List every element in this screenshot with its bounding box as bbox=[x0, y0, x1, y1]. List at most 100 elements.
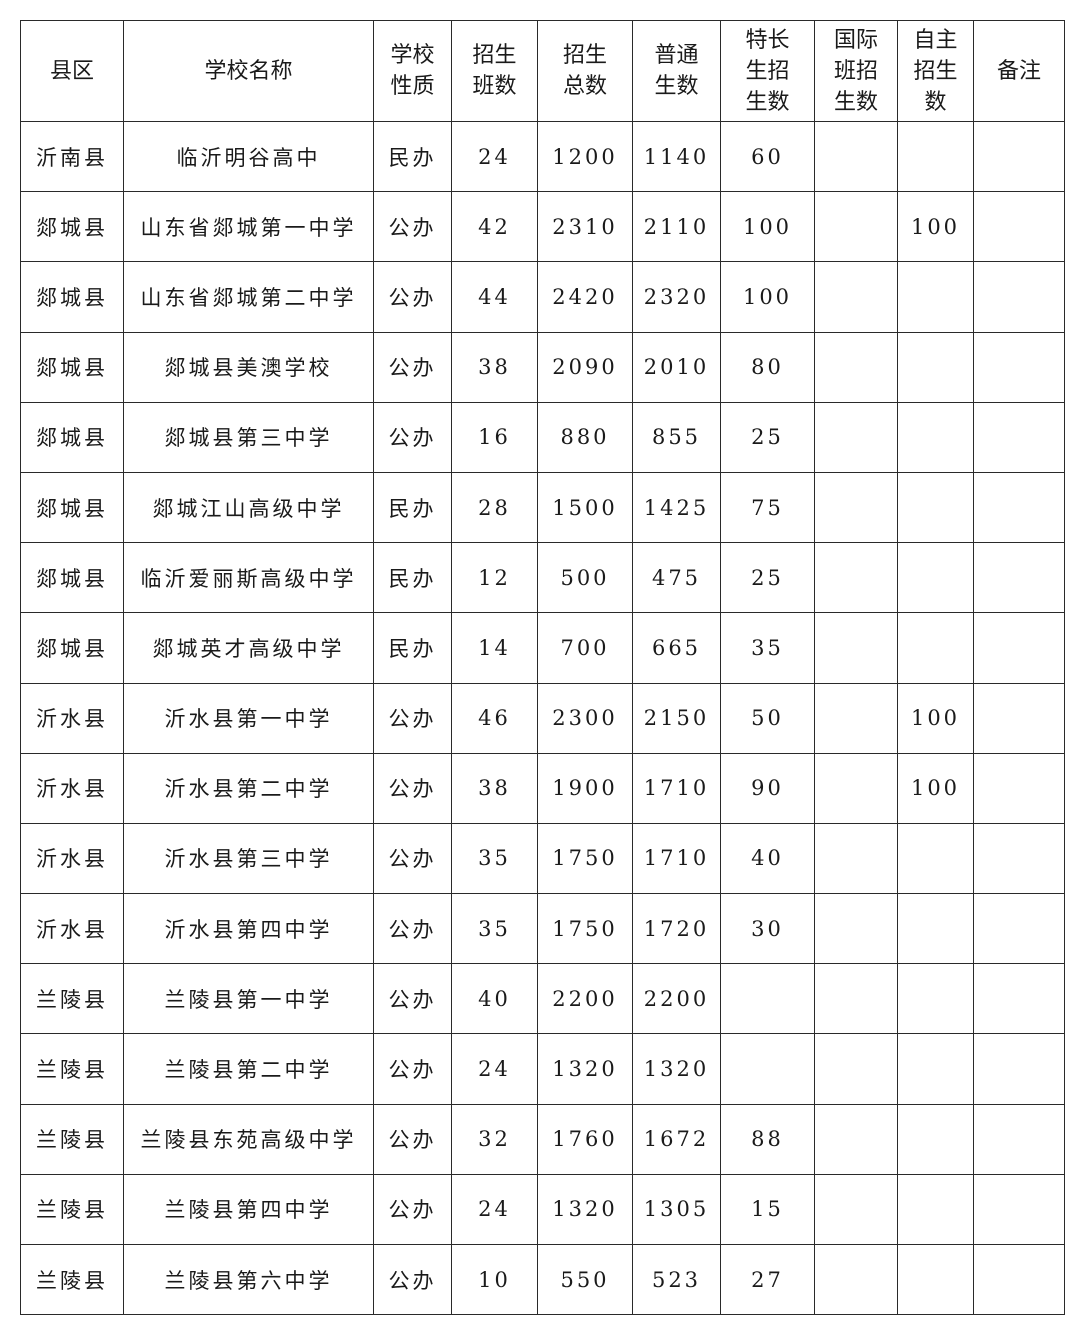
header-independent-enrollment: 自主 招生 数 bbox=[897, 20, 974, 122]
cell-regular-students: 855 bbox=[632, 401, 721, 473]
cell-school-type: 民办 bbox=[373, 471, 452, 544]
cell-school-name: 沂水县第三中学 bbox=[123, 822, 374, 895]
cell-school-type: 民办 bbox=[373, 612, 452, 684]
cell-regular-students: 2320 bbox=[632, 261, 721, 333]
cell-county: 兰陵县 bbox=[20, 1103, 124, 1175]
cell-class-count: 24 bbox=[451, 1173, 538, 1246]
cell-county: 兰陵县 bbox=[20, 963, 124, 1035]
table-row: 郯城县 郯城县美澳学校 公办 38 2090 2010 80 bbox=[20, 331, 1065, 403]
cell-school-type: 民办 bbox=[373, 542, 452, 614]
cell-county: 沂水县 bbox=[20, 752, 124, 824]
cell-independent-enrollment bbox=[897, 401, 974, 473]
cell-remarks bbox=[973, 612, 1065, 684]
cell-county: 郯城县 bbox=[20, 471, 124, 544]
table-row: 郯城县 郯城英才高级中学 民办 14 700 665 35 bbox=[20, 612, 1065, 684]
cell-independent-enrollment: 100 bbox=[897, 191, 974, 263]
cell-specialty-students: 60 bbox=[720, 120, 815, 193]
cell-regular-students: 1720 bbox=[632, 893, 721, 965]
cell-total-enrollment: 1750 bbox=[537, 893, 633, 965]
cell-specialty-students: 25 bbox=[720, 542, 815, 614]
cell-school-name: 郯城江山高级中学 bbox=[123, 471, 374, 544]
cell-county: 郯城县 bbox=[20, 261, 124, 333]
cell-total-enrollment: 1900 bbox=[537, 752, 633, 824]
cell-school-type: 公办 bbox=[373, 752, 452, 824]
table-body: 沂南县 临沂明谷高中 民办 24 1200 1140 60 郯城县 山东省郯城第一中学 公办 42 2… bbox=[20, 120, 1065, 1316]
cell-remarks bbox=[973, 1103, 1065, 1175]
cell-regular-students: 1710 bbox=[632, 822, 721, 895]
cell-class-count: 44 bbox=[451, 261, 538, 333]
table-row: 沂水县 沂水县第三中学 公办 35 1750 1710 40 bbox=[20, 822, 1065, 895]
cell-specialty-students: 90 bbox=[720, 752, 815, 824]
cell-class-count: 38 bbox=[451, 331, 538, 403]
cell-county: 沂南县 bbox=[20, 120, 124, 193]
cell-county: 沂水县 bbox=[20, 682, 124, 754]
cell-remarks bbox=[973, 682, 1065, 754]
cell-total-enrollment: 2090 bbox=[537, 331, 633, 403]
header-total-enrollment: 招生 总数 bbox=[537, 20, 633, 122]
enrollment-table: 县区 学校名称 学校 性质 招生 班数 招生 总数 普通 生数 特长 生招 生数 国际 班招 … bbox=[20, 20, 1065, 1316]
cell-county: 郯城县 bbox=[20, 542, 124, 614]
cell-international-students bbox=[814, 401, 898, 473]
cell-regular-students: 2010 bbox=[632, 331, 721, 403]
cell-specialty-students: 80 bbox=[720, 331, 815, 403]
cell-international-students bbox=[814, 1173, 898, 1246]
cell-independent-enrollment bbox=[897, 1173, 974, 1246]
cell-total-enrollment: 1750 bbox=[537, 822, 633, 895]
cell-county: 沂水县 bbox=[20, 822, 124, 895]
cell-regular-students: 2110 bbox=[632, 191, 721, 263]
cell-independent-enrollment bbox=[897, 822, 974, 895]
table-row: 兰陵县 兰陵县第一中学 公办 40 2200 2200 bbox=[20, 963, 1065, 1035]
cell-total-enrollment: 550 bbox=[537, 1243, 633, 1316]
cell-class-count: 10 bbox=[451, 1243, 538, 1316]
cell-international-students bbox=[814, 612, 898, 684]
table-row: 兰陵县 兰陵县第四中学 公办 24 1320 1305 15 bbox=[20, 1173, 1065, 1246]
cell-independent-enrollment bbox=[897, 1103, 974, 1175]
cell-school-name: 临沂明谷高中 bbox=[123, 120, 374, 193]
cell-specialty-students bbox=[720, 1033, 815, 1105]
cell-regular-students: 2150 bbox=[632, 682, 721, 754]
cell-total-enrollment: 1500 bbox=[537, 471, 633, 544]
cell-school-type: 公办 bbox=[373, 1243, 452, 1316]
cell-county: 郯城县 bbox=[20, 191, 124, 263]
cell-county: 兰陵县 bbox=[20, 1243, 124, 1316]
table-row: 沂水县 沂水县第一中学 公办 46 2300 2150 50 100 bbox=[20, 682, 1065, 754]
cell-international-students bbox=[814, 1033, 898, 1105]
cell-independent-enrollment bbox=[897, 261, 974, 333]
cell-international-students bbox=[814, 752, 898, 824]
cell-county: 兰陵县 bbox=[20, 1033, 124, 1105]
cell-school-name: 沂水县第一中学 bbox=[123, 682, 374, 754]
cell-remarks bbox=[973, 1173, 1065, 1246]
cell-county: 郯城县 bbox=[20, 612, 124, 684]
cell-school-type: 公办 bbox=[373, 822, 452, 895]
cell-school-type: 公办 bbox=[373, 1033, 452, 1105]
cell-remarks bbox=[973, 752, 1065, 824]
cell-school-type: 公办 bbox=[373, 331, 452, 403]
table-row: 郯城县 山东省郯城第二中学 公办 44 2420 2320 100 bbox=[20, 261, 1065, 333]
cell-international-students bbox=[814, 1243, 898, 1316]
cell-total-enrollment: 1320 bbox=[537, 1033, 633, 1105]
cell-specialty-students: 27 bbox=[720, 1243, 815, 1316]
table-row: 沂南县 临沂明谷高中 民办 24 1200 1140 60 bbox=[20, 120, 1065, 193]
cell-county: 郯城县 bbox=[20, 331, 124, 403]
cell-independent-enrollment: 100 bbox=[897, 752, 974, 824]
cell-class-count: 16 bbox=[451, 401, 538, 473]
cell-school-type: 公办 bbox=[373, 1173, 452, 1246]
table-row: 郯城县 临沂爱丽斯高级中学 民办 12 500 475 25 bbox=[20, 542, 1065, 614]
cell-independent-enrollment bbox=[897, 1033, 974, 1105]
cell-independent-enrollment bbox=[897, 963, 974, 1035]
cell-class-count: 14 bbox=[451, 612, 538, 684]
cell-remarks bbox=[973, 331, 1065, 403]
cell-remarks bbox=[973, 191, 1065, 263]
cell-total-enrollment: 2310 bbox=[537, 191, 633, 263]
cell-school-name: 兰陵县第四中学 bbox=[123, 1173, 374, 1246]
cell-international-students bbox=[814, 682, 898, 754]
cell-total-enrollment: 500 bbox=[537, 542, 633, 614]
cell-remarks bbox=[973, 261, 1065, 333]
cell-independent-enrollment bbox=[897, 542, 974, 614]
cell-county: 郯城县 bbox=[20, 401, 124, 473]
header-specialty-students: 特长 生招 生数 bbox=[720, 20, 815, 122]
cell-regular-students: 475 bbox=[632, 542, 721, 614]
cell-class-count: 40 bbox=[451, 963, 538, 1035]
cell-school-name: 兰陵县第六中学 bbox=[123, 1243, 374, 1316]
cell-regular-students: 1710 bbox=[632, 752, 721, 824]
